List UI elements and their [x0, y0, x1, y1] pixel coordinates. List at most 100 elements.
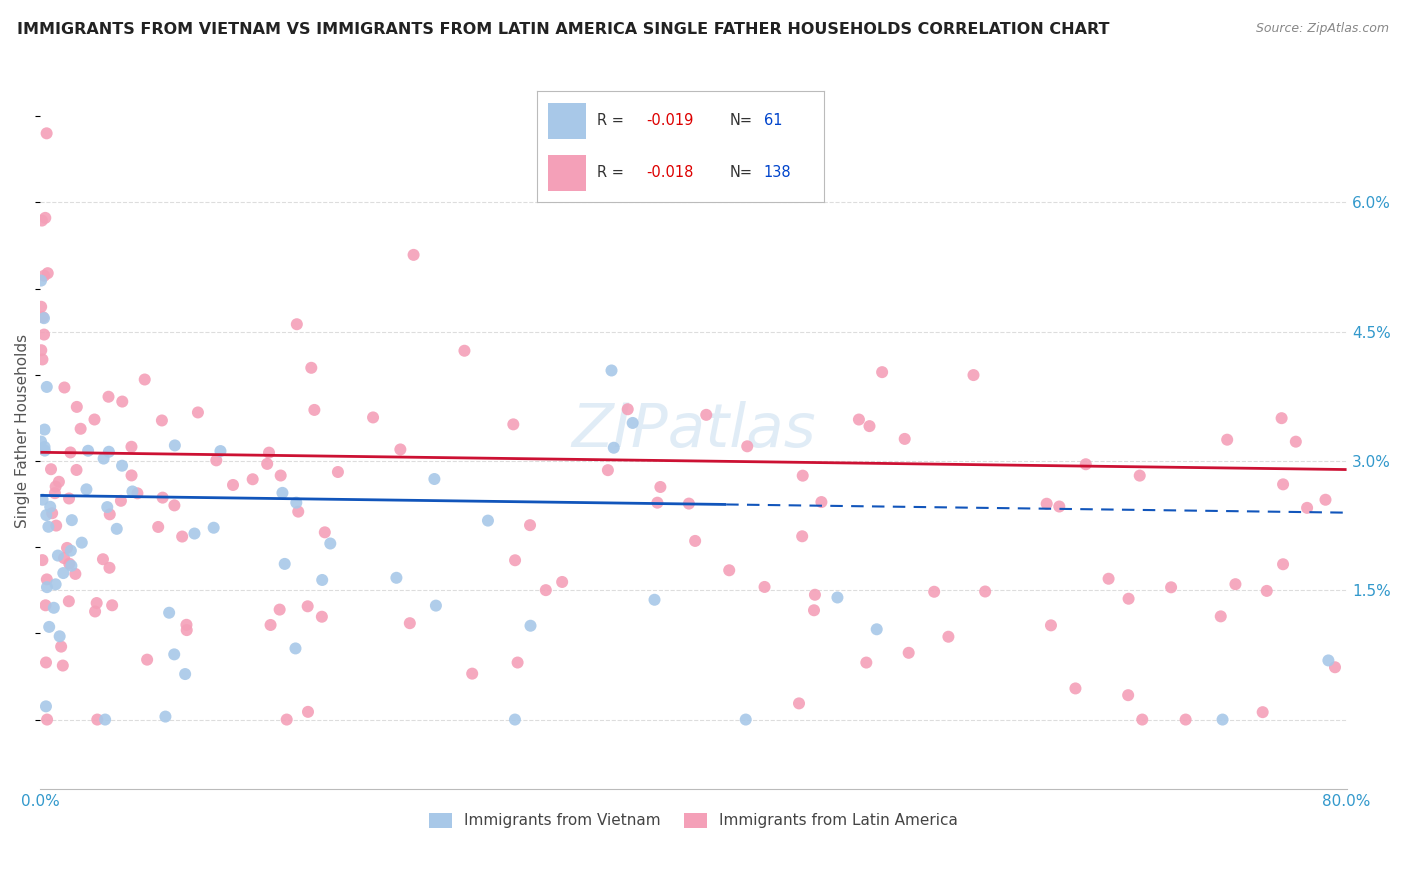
Point [121, 440, 143, 454]
Point [32, 311, 55, 326]
Point [735, 439, 758, 453]
Point [157, 606, 180, 620]
Legend: Immigrants from Vietnam, Immigrants from Latin America: Immigrants from Vietnam, Immigrants from… [423, 806, 965, 835]
Point [34, 211, 56, 225]
Point [734, 713, 756, 727]
Point [1272, 477, 1295, 491]
Point [304, 403, 326, 417]
Point [187, 405, 209, 419]
Point [503, 553, 526, 567]
Point [32, 268, 55, 283]
Point [35, 508, 58, 522]
Point [1272, 558, 1295, 572]
Point [1216, 433, 1239, 447]
Point [311, 573, 333, 587]
Point [121, 484, 143, 499]
Point [616, 402, 638, 417]
Point [297, 599, 319, 614]
Point [35, 713, 58, 727]
Point [32, 327, 55, 342]
Point [858, 419, 880, 434]
Point [163, 499, 186, 513]
Point [425, 599, 447, 613]
Point [299, 360, 322, 375]
Point [52, 566, 75, 580]
Point [84, 605, 107, 619]
Point [1130, 713, 1153, 727]
Point [205, 453, 228, 467]
Point [1296, 500, 1319, 515]
Point [402, 248, 425, 262]
Y-axis label: Single Father Households: Single Father Households [15, 334, 30, 528]
Point [1225, 577, 1247, 591]
Point [893, 432, 915, 446]
Point [897, 646, 920, 660]
Point [58, 594, 80, 608]
Point [695, 408, 717, 422]
Point [1174, 713, 1197, 727]
Point [31, 553, 53, 567]
Point [48, 475, 70, 489]
Point [45, 518, 67, 533]
Point [810, 495, 832, 509]
Point [37, 520, 59, 534]
Point [1271, 411, 1294, 425]
Point [155, 709, 177, 723]
Point [31, 492, 53, 507]
Point [39, 500, 62, 514]
Text: ZIPatlas: ZIPatlas [571, 401, 815, 460]
Point [31, 213, 53, 227]
Point [519, 618, 541, 632]
Point [69, 422, 91, 436]
Point [176, 617, 198, 632]
Point [30, 300, 52, 314]
Point [1256, 583, 1278, 598]
Point [59, 543, 82, 558]
Point [152, 491, 174, 505]
Point [30, 434, 52, 449]
Point [1047, 500, 1070, 514]
Point [30, 343, 52, 358]
Point [65, 566, 87, 581]
Point [256, 457, 278, 471]
Point [534, 583, 557, 598]
Point [35, 126, 58, 140]
Point [53, 551, 76, 566]
Point [75, 483, 97, 497]
Point [58, 491, 80, 506]
Point [97, 390, 120, 404]
Point [1324, 660, 1347, 674]
Point [42, 600, 65, 615]
Point [1317, 653, 1340, 667]
Point [59, 445, 82, 459]
Point [804, 588, 827, 602]
Point [1064, 681, 1087, 696]
Point [269, 602, 291, 616]
Point [35, 580, 58, 594]
Point [41, 506, 63, 520]
Point [502, 417, 524, 432]
Point [754, 580, 776, 594]
Point [787, 697, 810, 711]
Point [148, 520, 170, 534]
Point [96, 500, 118, 514]
Point [83, 412, 105, 426]
Point [44, 486, 66, 500]
Point [31, 352, 53, 367]
Point [127, 486, 149, 500]
Point [385, 571, 408, 585]
Point [600, 363, 623, 377]
Point [45, 577, 67, 591]
Point [174, 667, 197, 681]
Point [603, 441, 626, 455]
Point [58, 557, 80, 571]
Point [105, 522, 128, 536]
Point [922, 584, 945, 599]
Point [1074, 457, 1097, 471]
Point [683, 533, 706, 548]
Point [38, 620, 60, 634]
Point [48, 629, 70, 643]
Point [1129, 468, 1152, 483]
Point [621, 416, 644, 430]
Point [962, 368, 984, 382]
